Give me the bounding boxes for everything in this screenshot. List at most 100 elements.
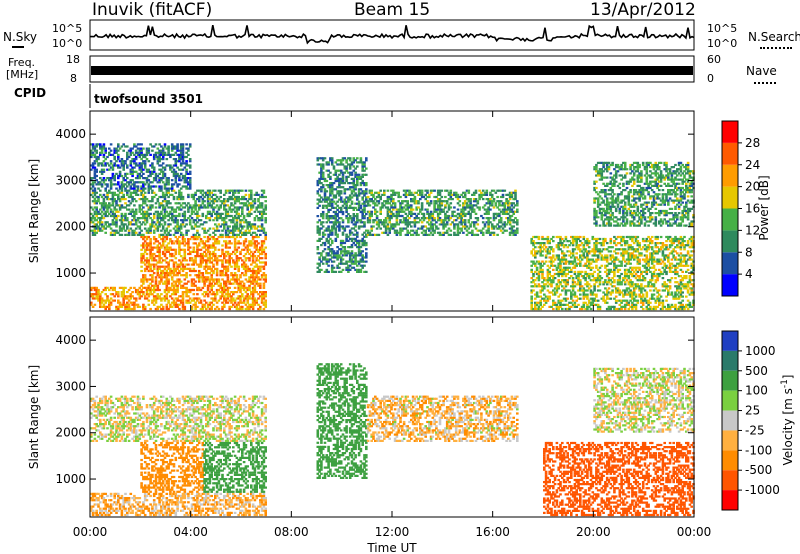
power-cell [490, 189, 494, 192]
nave-dots [754, 82, 776, 84]
power-cell [190, 235, 194, 239]
power-cell [237, 265, 240, 268]
power-cell [154, 301, 158, 304]
power-cell [516, 208, 519, 211]
power-cell [203, 231, 206, 234]
power-cell [250, 280, 253, 283]
power-cell [363, 215, 366, 218]
power-cell [176, 153, 179, 156]
power-cell [251, 307, 255, 311]
power-cell [117, 198, 120, 201]
power-cell [233, 200, 237, 203]
power-cell [257, 206, 260, 209]
power-cell [136, 181, 140, 184]
power-cell [106, 168, 109, 171]
power-cell [320, 223, 323, 226]
power-cell [483, 223, 487, 226]
power-cell [363, 244, 366, 247]
power-cell [160, 189, 163, 192]
power-cell [192, 235, 196, 239]
power-cell [341, 182, 345, 185]
power-cell [169, 168, 172, 171]
power-cell [91, 181, 95, 184]
power-cell [399, 208, 402, 211]
power-cell [226, 288, 230, 292]
power-cell [93, 193, 97, 196]
power-cell [138, 305, 142, 308]
power-cell [154, 255, 158, 258]
power-cell [196, 198, 199, 201]
power-cell [127, 307, 131, 311]
power-cell [111, 153, 115, 156]
power-cell [429, 202, 433, 205]
power-cell [165, 210, 169, 213]
power-cell [169, 187, 172, 190]
power-cell [368, 198, 372, 201]
power-cell [143, 259, 147, 262]
power-cell [199, 307, 203, 311]
power-cell [316, 159, 320, 162]
power-cell [490, 227, 494, 230]
power-cell [352, 233, 356, 236]
power-cell [321, 241, 325, 245]
power-cell [133, 214, 136, 218]
power-cell [208, 259, 212, 262]
power-cell [100, 217, 104, 220]
power-cell [255, 191, 258, 194]
power-cell [188, 158, 192, 161]
power-cell [338, 173, 341, 176]
power-cell [332, 210, 336, 214]
power-cell [550, 281, 553, 284]
power-cell [172, 265, 176, 268]
power-cell [118, 206, 122, 209]
power-cell [99, 299, 102, 302]
power-cell [165, 276, 169, 279]
power-cell [172, 189, 176, 192]
power-cell [154, 155, 158, 159]
power-cell [361, 215, 364, 218]
power-cell [160, 210, 163, 213]
power-cell [145, 221, 149, 224]
power-cell [233, 189, 237, 192]
power-cell [250, 293, 253, 296]
power-cell [106, 225, 109, 228]
power-cell [343, 200, 347, 203]
power-cell [102, 200, 106, 203]
power-cell [131, 147, 134, 150]
power-cell [264, 204, 267, 207]
power-cell [138, 206, 142, 209]
power-cell [530, 305, 533, 308]
power-cell [237, 191, 240, 194]
power-cell [487, 221, 490, 224]
power-cell [329, 229, 332, 232]
power-cell [363, 210, 366, 214]
power-cell [386, 202, 390, 205]
power-cell [363, 194, 366, 197]
power-cell [419, 198, 422, 201]
power-cell [365, 213, 368, 216]
power-cell [102, 303, 106, 306]
power-cell [120, 160, 124, 163]
power-cell [160, 145, 163, 148]
power-cell [469, 208, 472, 211]
power-cell [494, 217, 498, 220]
power-cell [142, 255, 145, 258]
power-cell [201, 305, 205, 308]
power-cell [246, 265, 249, 268]
power-cell [244, 204, 248, 207]
power-cell [154, 259, 158, 262]
power-cell [228, 263, 231, 266]
beam-title: Beam 15 [354, 0, 431, 20]
power-cell [260, 223, 264, 226]
power-cell [181, 185, 185, 188]
power-cell [197, 263, 201, 266]
power-cell [196, 248, 199, 251]
power-cell [359, 157, 363, 160]
power-cell [402, 219, 406, 222]
power-cell [194, 274, 197, 277]
power-cell [199, 204, 203, 207]
power-cell [334, 223, 338, 226]
power-cell [330, 163, 334, 166]
power-cell [93, 166, 97, 169]
power-cell [548, 283, 551, 286]
